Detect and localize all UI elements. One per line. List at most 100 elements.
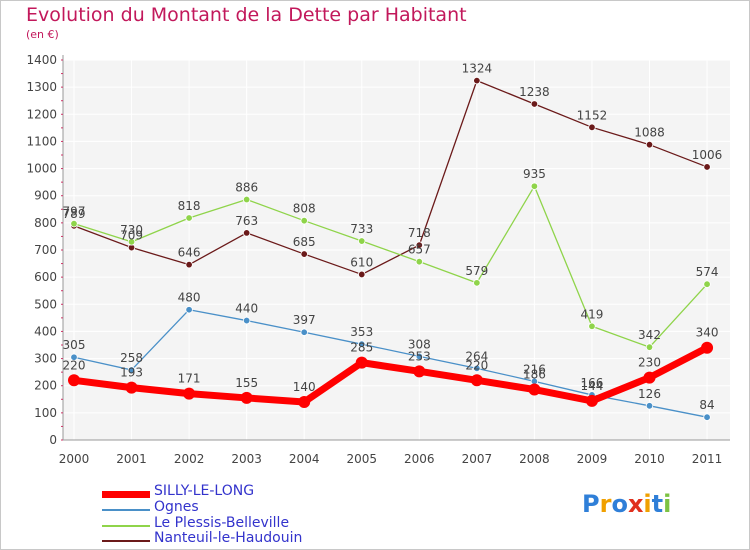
data-point	[645, 140, 654, 149]
data-label: 419	[580, 307, 603, 321]
x-tick-label: 2005	[346, 452, 377, 466]
y-tick-label: 700	[34, 243, 57, 257]
data-label: 1152	[577, 108, 608, 122]
data-point	[415, 352, 423, 361]
y-tick-label: 800	[34, 216, 57, 230]
data-point	[588, 322, 596, 330]
data-point	[355, 356, 368, 369]
y-tick-label: 1000	[26, 162, 57, 176]
data-label: 340	[696, 326, 719, 340]
data-label: 440	[235, 302, 258, 316]
x-tick-label: 2011	[692, 452, 723, 466]
data-point	[470, 374, 483, 387]
data-label: 579	[465, 264, 488, 278]
data-label: 308	[408, 337, 431, 351]
data-label: 935	[523, 167, 546, 181]
logo-letter: i	[663, 490, 672, 518]
data-label: 264	[465, 349, 488, 363]
data-label: 84	[699, 398, 714, 412]
data-point	[413, 365, 426, 378]
data-label: 220	[465, 358, 488, 372]
data-label: 718	[408, 226, 431, 240]
data-point	[125, 381, 138, 394]
chart-title: Evolution du Montant de la Dette par Hab…	[26, 4, 467, 26]
data-point	[645, 343, 654, 351]
y-tick-label: 1200	[26, 107, 57, 121]
y-tick-label: 400	[34, 324, 57, 338]
y-tick-label: 600	[34, 270, 57, 284]
data-point	[68, 374, 80, 387]
data-label: 140	[293, 380, 316, 394]
y-tick-label: 100	[34, 406, 57, 420]
data-point	[70, 353, 78, 361]
data-label: 646	[178, 246, 201, 260]
data-point	[703, 413, 711, 421]
data-label: 155	[235, 376, 258, 390]
series-line	[73, 79, 708, 276]
x-tick-label: 2001	[116, 452, 147, 466]
data-label: 253	[408, 349, 431, 363]
logo-letter: x	[627, 490, 644, 518]
data-label: 730	[120, 223, 143, 237]
data-point	[415, 257, 423, 266]
y-tick-label: 1300	[26, 80, 57, 94]
y-tick-label: 0	[49, 433, 57, 447]
legend-label: Nanteuil-le-Haudouin	[154, 530, 303, 546]
y-tick-label: 900	[34, 189, 57, 203]
data-point	[473, 76, 481, 85]
data-label: 230	[638, 356, 661, 370]
data-label: 818	[178, 199, 201, 213]
data-point	[242, 229, 251, 237]
data-label: 285	[350, 341, 373, 355]
legend-label: Ognes	[154, 499, 199, 515]
data-label: 709	[120, 229, 143, 243]
data-label: 733	[350, 222, 373, 236]
data-label: 685	[293, 235, 316, 249]
data-point	[530, 182, 539, 190]
data-point	[185, 260, 193, 269]
data-point	[530, 100, 539, 108]
data-point	[242, 195, 251, 204]
data-point	[242, 316, 251, 325]
y-tick-label: 200	[34, 379, 57, 393]
data-point	[127, 238, 136, 246]
data-label: 193	[120, 366, 143, 380]
x-tick-label: 2007	[462, 452, 493, 466]
legend-label: Le Plessis-Belleville	[154, 515, 290, 531]
data-point	[240, 391, 253, 404]
y-tick-label: 500	[34, 297, 57, 311]
data-point	[585, 394, 598, 407]
data-label: 397	[293, 313, 316, 327]
legend-swatch	[102, 490, 150, 498]
x-tick-label: 2006	[404, 452, 435, 466]
data-label: 1238	[519, 85, 550, 99]
data-point	[473, 364, 481, 373]
x-tick-label: 2002	[174, 452, 205, 466]
data-point	[701, 341, 714, 354]
data-point	[415, 241, 423, 249]
data-label: 886	[235, 181, 258, 195]
data-label: 1006	[692, 148, 723, 162]
data-label: 220	[63, 358, 86, 372]
x-tick-label: 2000	[59, 452, 90, 466]
data-point	[127, 366, 136, 374]
y-tick-label: 1100	[26, 134, 57, 148]
data-label: 657	[408, 243, 431, 257]
data-point	[300, 216, 308, 225]
data-point	[300, 250, 308, 258]
x-tick-label: 2004	[289, 452, 320, 466]
data-label: 1324	[462, 62, 493, 76]
data-point	[300, 328, 308, 336]
data-point	[588, 123, 596, 132]
series-line	[70, 344, 711, 406]
data-point	[703, 280, 711, 288]
legend-swatch	[102, 509, 150, 511]
data-label: 610	[350, 255, 373, 269]
data-point	[358, 340, 366, 348]
data-label: 808	[293, 202, 316, 216]
x-tick-label: 2003	[231, 452, 262, 466]
data-label: 305	[63, 338, 86, 352]
data-point	[643, 371, 656, 384]
data-label: 144	[580, 379, 603, 393]
